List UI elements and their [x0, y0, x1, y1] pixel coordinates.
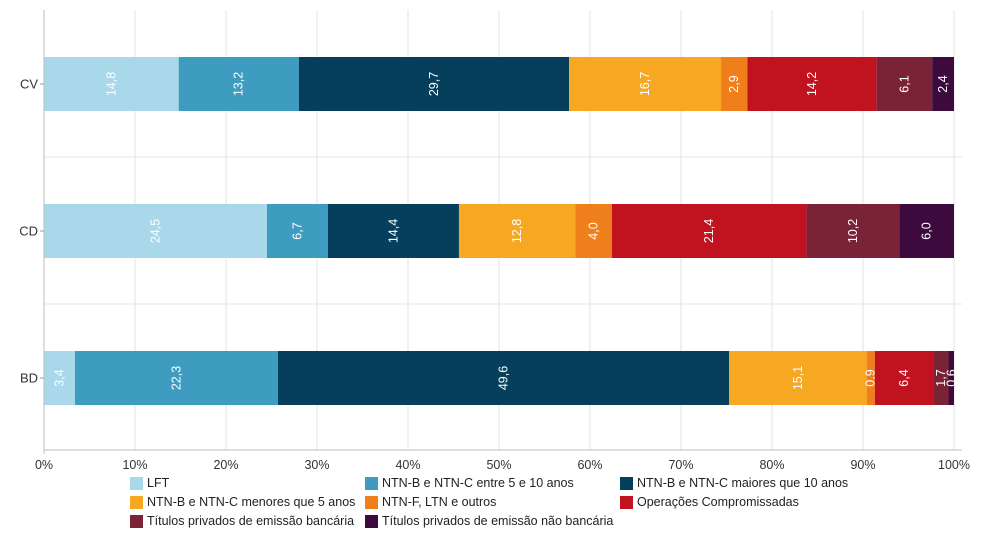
bar-cv-series-5 — [747, 57, 877, 111]
bar-cv-series-7 — [932, 57, 954, 111]
legend-swatch — [365, 476, 378, 490]
category-label-cv: CV — [20, 77, 38, 92]
bar-bd-series-5 — [874, 351, 934, 405]
x-tick-label-3: 30% — [304, 458, 329, 472]
bar-bd-series-2 — [277, 351, 730, 405]
data-label-cv-series-6: 6,1 — [897, 75, 911, 92]
data-label-cv-series-0: 14,8 — [104, 72, 118, 96]
x-tick-label-1: 10% — [122, 458, 147, 472]
legend-swatch — [620, 476, 633, 490]
axes: 0% 10% 20% 30% 40% 50% 60% 70% 80% 90% 100% CV CD BD — [19, 10, 970, 472]
x-tick-label-8: 80% — [759, 458, 784, 472]
legend-label: Títulos privados de emissão não bancária — [382, 514, 614, 528]
legend-swatch — [130, 514, 143, 528]
bar-cv-series-4 — [721, 57, 748, 111]
legend-swatch — [365, 514, 378, 528]
x-tick-label-7: 70% — [668, 458, 693, 472]
bar-cd-series-2 — [327, 204, 459, 258]
data-label-cv-series-3: 16,7 — [638, 72, 652, 96]
category-label-bd: BD — [20, 371, 38, 386]
data-label-cd-series-6: 10,2 — [846, 219, 860, 243]
legend-label: NTN-B e NTN-C menores que 5 anos — [147, 495, 356, 509]
bar-bd-series-3 — [729, 351, 867, 405]
x-tick-label-10: 100% — [938, 458, 970, 472]
data-label-cd-series-0: 24,5 — [148, 219, 162, 243]
data-label-cd-series-3: 12,8 — [510, 219, 524, 243]
x-tick-label-0: 0% — [35, 458, 53, 472]
legend-label: NTN-B e NTN-C entre 5 e 10 anos — [382, 476, 574, 490]
bar-bd-series-6 — [933, 351, 949, 405]
bar-bd-series-7 — [948, 351, 954, 405]
x-tick-label-2: 20% — [213, 458, 238, 472]
data-label-cd-series-4: 4,0 — [587, 222, 601, 239]
data-label-cd-series-2: 14,4 — [386, 219, 400, 243]
data-label-cd-series-7: 6,0 — [920, 222, 934, 239]
bar-bd-series-0 — [44, 351, 75, 405]
x-tick-label-5: 50% — [486, 458, 511, 472]
data-label-bd-series-4: 0,9 — [864, 369, 878, 386]
legend-swatch — [130, 476, 143, 490]
bar-cd-series-0 — [44, 204, 267, 258]
data-label-bd-series-1: 22,3 — [169, 366, 183, 390]
data-label-cv-series-4: 2,9 — [727, 75, 741, 92]
bar-cd-series-3 — [458, 204, 576, 258]
legend-swatch — [620, 495, 633, 509]
legend-item-5: Operações Compromissadas — [620, 495, 799, 509]
x-tick-label-6: 60% — [577, 458, 602, 472]
data-label-bd-series-0: 3,4 — [52, 369, 66, 386]
legend-item-7: Títulos privados de emissão não bancária — [365, 514, 613, 528]
category-label-cd: CD — [19, 224, 38, 239]
bar-cv-series-3 — [569, 57, 722, 111]
data-label-bd-series-3: 15,1 — [791, 366, 805, 390]
legend-item-6: Títulos privados de emissão bancária — [130, 514, 354, 528]
bar-cd-series-4 — [575, 204, 612, 258]
bar-cd-series-5 — [611, 204, 807, 258]
bar-bd-series-4 — [866, 351, 875, 405]
bars: 14,8 13,2 29,7 16,7 2,9 14,2 6,1 2,4 24,5 6,7 14,4… — [44, 57, 958, 405]
legend-item-0: LFT — [130, 476, 169, 490]
bar-cv-series-6 — [876, 57, 933, 111]
data-label-bd-series-5: 6,4 — [897, 369, 911, 386]
x-tick-label-9: 90% — [850, 458, 875, 472]
data-label-cv-series-2: 29,7 — [427, 72, 441, 96]
legend-item-3: NTN-B e NTN-C menores que 5 anos — [130, 495, 355, 509]
legend-label: LFT — [147, 476, 170, 490]
data-label-cv-series-7: 2,4 — [936, 75, 950, 92]
legend-swatch — [130, 495, 143, 509]
bar-cv-series-0 — [44, 57, 179, 111]
bar-cv-series-2 — [298, 57, 570, 111]
data-label-bd-series-2: 49,6 — [497, 366, 511, 390]
data-label-bd-series-6: 1,7 — [934, 369, 948, 386]
legend-item-1: NTN-B e NTN-C entre 5 e 10 anos — [365, 476, 574, 490]
data-label-cv-series-1: 13,2 — [232, 72, 246, 96]
legend-label: Operações Compromissadas — [637, 495, 799, 509]
legend-label: NTN-F, LTN e outros — [382, 495, 497, 509]
legend-swatch — [365, 495, 378, 509]
bar-cd-series-1 — [266, 204, 328, 258]
data-label-cd-series-5: 21,4 — [702, 219, 716, 243]
legend-item-2: NTN-B e NTN-C maiores que 10 anos — [620, 476, 848, 490]
data-label-cd-series-1: 6,7 — [290, 222, 304, 239]
bar-cd-series-6 — [806, 204, 900, 258]
bar-cv-series-1 — [178, 57, 299, 111]
bar-cd-series-7 — [899, 204, 954, 258]
x-tick-label-4: 40% — [395, 458, 420, 472]
data-label-bd-series-7: 0,6 — [944, 369, 958, 386]
legend-label: Títulos privados de emissão bancária — [147, 514, 355, 528]
bar-bd-series-1 — [74, 351, 278, 405]
legend-label: NTN-B e NTN-C maiores que 10 anos — [637, 476, 849, 490]
legend-item-4: NTN-F, LTN e outros — [365, 495, 496, 509]
data-label-cv-series-5: 14,2 — [805, 72, 819, 96]
